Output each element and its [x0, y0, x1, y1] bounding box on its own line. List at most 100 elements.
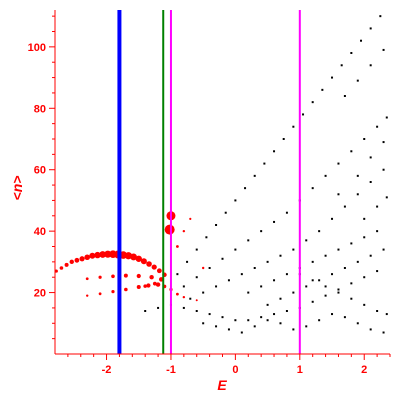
data-point	[385, 313, 388, 316]
data-point	[331, 313, 334, 316]
data-point	[240, 331, 243, 334]
plot-area	[54, 15, 388, 334]
data-point	[273, 150, 276, 153]
data-point	[385, 196, 388, 199]
data-point	[318, 230, 321, 233]
data-point	[343, 267, 346, 269]
data-point	[337, 288, 340, 291]
data-point	[311, 101, 314, 104]
data-point	[176, 292, 179, 296]
data-point	[369, 328, 372, 331]
data-point	[195, 248, 198, 251]
data-point	[321, 88, 324, 91]
data-point	[253, 325, 256, 328]
data-point	[273, 220, 276, 223]
data-point	[253, 174, 256, 177]
data-point	[182, 295, 186, 299]
black-point-series	[144, 15, 388, 334]
data-point	[202, 291, 205, 294]
data-point	[208, 313, 211, 316]
data-point	[89, 252, 96, 259]
data-point	[382, 48, 385, 51]
data-point	[382, 168, 385, 171]
data-point	[282, 138, 285, 140]
data-point	[140, 258, 147, 265]
data-point	[324, 285, 327, 288]
data-point	[195, 299, 198, 302]
data-point	[305, 285, 308, 288]
data-point	[74, 257, 80, 263]
data-point	[263, 162, 266, 165]
data-point	[79, 256, 85, 262]
data-point	[363, 138, 366, 140]
data-point	[136, 273, 141, 279]
x-tick-label: 1	[297, 364, 303, 376]
data-point	[356, 193, 359, 196]
data-point	[350, 52, 353, 54]
data-point	[64, 262, 69, 267]
data-point	[318, 319, 321, 322]
data-point	[149, 275, 154, 280]
data-point	[84, 254, 91, 261]
data-point	[324, 294, 327, 297]
y-axis-title: <n>	[9, 176, 25, 201]
data-point	[356, 322, 359, 325]
data-point	[146, 283, 151, 288]
data-point	[369, 254, 372, 257]
data-point	[195, 310, 198, 312]
data-point	[151, 264, 157, 270]
data-point	[221, 316, 224, 319]
vertical-lines	[117, 10, 301, 354]
data-point	[292, 291, 295, 294]
data-point	[360, 39, 363, 42]
data-point	[202, 322, 205, 325]
data-point	[285, 211, 288, 214]
data-point	[337, 248, 340, 251]
data-point	[215, 325, 218, 328]
data-point	[337, 193, 340, 196]
data-point	[189, 217, 192, 220]
data-point	[85, 277, 89, 281]
data-point	[146, 261, 152, 267]
data-point	[279, 322, 282, 325]
data-point	[205, 236, 208, 239]
data-point	[186, 260, 189, 263]
data-point	[363, 303, 366, 306]
data-point	[164, 224, 175, 235]
data-point	[189, 297, 192, 300]
data-point	[123, 273, 128, 278]
x-tick-label: -2	[102, 364, 112, 376]
data-point	[356, 260, 359, 263]
data-point	[182, 306, 185, 309]
data-point	[124, 252, 133, 260]
data-point	[111, 274, 115, 279]
data-point	[111, 290, 115, 294]
data-point	[130, 253, 137, 261]
data-point	[144, 310, 147, 312]
data-point	[311, 300, 314, 303]
data-point	[285, 273, 288, 276]
data-point	[279, 297, 282, 300]
data-point	[324, 254, 327, 257]
x-axis-title: E	[217, 377, 227, 393]
data-point	[182, 229, 186, 233]
data-point	[337, 162, 340, 165]
data-point	[350, 297, 353, 300]
data-point	[363, 217, 366, 220]
data-point	[221, 257, 224, 260]
data-point	[266, 303, 269, 306]
axes	[54, 10, 390, 355]
data-point	[285, 310, 288, 312]
data-point	[240, 273, 243, 276]
y-tick-label: 20	[34, 288, 46, 300]
data-point	[311, 187, 314, 190]
data-point	[124, 287, 128, 292]
y-tick-label: 80	[34, 103, 46, 115]
data-point	[136, 285, 141, 290]
data-point	[247, 319, 250, 322]
data-point	[143, 284, 147, 288]
data-point	[363, 276, 366, 279]
data-point	[385, 116, 388, 119]
data-point	[382, 141, 385, 144]
data-point	[135, 255, 142, 262]
